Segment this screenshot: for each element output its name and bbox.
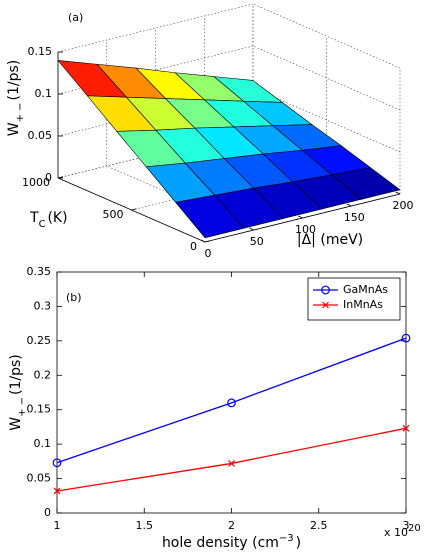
x-axis-label: hole density (cm−3 ) xyxy=(162,533,301,552)
y-tick-label: 0.3 xyxy=(34,299,52,312)
x-axis-label-part: hole density (cm xyxy=(162,535,279,551)
x-multiplier-part: 20 xyxy=(408,523,421,534)
x-multiplier-part: x 10 xyxy=(384,526,408,539)
legend-label: GaMnAs xyxy=(343,283,388,296)
series-line xyxy=(56,337,407,464)
marker xyxy=(401,333,411,343)
y-tick-label: 0.05 xyxy=(27,472,52,485)
x-axis-label-part: ) xyxy=(296,535,301,551)
panel-label: (a) xyxy=(68,11,83,24)
x-tick-label: 1 xyxy=(54,519,61,532)
x-tick-label: 100 xyxy=(295,223,316,236)
z-axis-label-part: (1/ps) xyxy=(6,60,22,101)
x-axis-label: |Δ| (meV) xyxy=(297,232,363,248)
tick-mark xyxy=(131,208,137,211)
tick-mark xyxy=(249,227,254,231)
x-tick-label: 150 xyxy=(344,211,365,224)
x-multiplier: x 1020 xyxy=(384,523,423,540)
y-tick-label: 0.15 xyxy=(27,403,52,416)
marker xyxy=(52,458,62,468)
y-axis-label-part: + − xyxy=(17,397,28,417)
y-tick-label: 0.25 xyxy=(27,334,52,347)
y-tick-label: 0.1 xyxy=(34,437,52,450)
grid-line xyxy=(252,3,401,69)
z-tick-label: 0.15 xyxy=(28,45,53,58)
z-tick-label: 0 xyxy=(45,171,52,184)
y-tick-label: 0 xyxy=(190,240,197,253)
x-tick-label: 200 xyxy=(393,199,414,212)
y-axis-label-part: (K) xyxy=(47,210,67,226)
z-axis-label-part: W xyxy=(6,122,22,136)
x-tick-label: 2 xyxy=(228,519,235,532)
surface-cell xyxy=(175,194,245,239)
y-tick-label: 500 xyxy=(103,208,124,221)
marker xyxy=(322,301,329,309)
marker xyxy=(321,285,330,295)
spacer xyxy=(421,530,423,537)
marker xyxy=(53,487,61,495)
marker xyxy=(228,459,235,467)
tick-mark xyxy=(204,240,211,243)
x-tick-label: 3 xyxy=(403,519,410,532)
y-axis-label: TC (K) xyxy=(29,210,68,230)
tick-mark xyxy=(347,203,352,207)
legend-box xyxy=(307,277,401,321)
legend-label: InMnAs xyxy=(343,298,383,311)
y-axis-label: W+ − (1/ps) xyxy=(8,354,28,430)
z-tick-label: 0.1 xyxy=(35,87,53,100)
tick-mark xyxy=(298,215,303,219)
y-tick-label: 0.2 xyxy=(34,368,52,381)
x-tick-label: 1.5 xyxy=(136,519,154,532)
tick-mark xyxy=(395,191,401,195)
z-tick-label: 0.05 xyxy=(28,129,53,142)
y-axis-label-part: (1/ps) xyxy=(8,354,24,395)
x-tick-label: 2.5 xyxy=(310,519,328,532)
z-axis-label-part: + − xyxy=(15,102,26,122)
tick-mark xyxy=(200,239,206,243)
panel-label: (b) xyxy=(66,291,82,304)
y-axis-label-part: T xyxy=(29,210,39,226)
grid-line xyxy=(252,45,401,111)
z-axis-label: W+ − (1/ps) xyxy=(6,60,26,136)
y-tick-label: 1000 xyxy=(22,176,50,189)
marker xyxy=(402,424,410,432)
marker xyxy=(227,398,236,408)
tick-mark xyxy=(57,176,64,179)
y-tick-label: 0 xyxy=(44,506,51,519)
y-tick-label: 0.35 xyxy=(27,265,52,278)
grid-line xyxy=(106,165,254,231)
x-tick-label: 50 xyxy=(250,235,264,248)
x-tick-label: 0 xyxy=(205,247,212,260)
y-axis-label-part: C xyxy=(39,219,46,230)
x-axis-label-part: −3 xyxy=(279,533,294,544)
y-axis-label-part: W xyxy=(8,417,24,431)
